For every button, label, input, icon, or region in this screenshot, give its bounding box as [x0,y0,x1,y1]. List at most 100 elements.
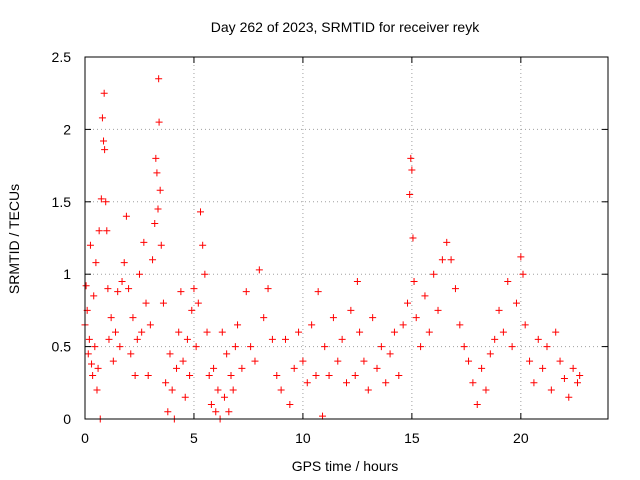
data-point [164,408,172,416]
data-point [152,154,160,162]
data-point [273,372,281,380]
data-point [131,372,139,380]
data-point [135,270,143,278]
data-point [290,364,298,372]
y-tick-label: 1.5 [52,194,72,210]
x-axis-label: GPS time / hours [292,458,399,474]
data-point [210,364,218,372]
data-point [465,357,473,365]
data-point [162,379,170,387]
data-point [109,357,117,365]
data-point [512,299,520,307]
data-point [576,372,584,380]
data-point [560,374,568,382]
data-point [214,386,222,394]
data-point [91,343,99,351]
data-point [504,277,512,285]
data-point [144,372,152,380]
data-point [103,227,111,235]
data-point [409,234,417,242]
data-point [364,386,372,394]
x-tick-label: 20 [513,430,529,446]
data-point [319,412,327,420]
data-point [192,343,200,351]
data-point [138,328,146,336]
data-point [281,335,289,343]
data-point [491,335,499,343]
data-point [155,118,163,126]
data-point [177,288,185,296]
data-point [395,372,403,380]
data-point [299,357,307,365]
data-point [251,357,259,365]
data-point [534,335,542,343]
data-point [149,256,157,264]
data-point [410,277,418,285]
data-point [238,364,246,372]
y-tick-label: 0.5 [52,339,72,355]
data-point [495,306,503,314]
data-point [89,372,97,380]
data-point [343,379,350,387]
data-point [223,350,231,358]
data-point [295,328,303,336]
data-point [508,343,516,351]
data-point [438,256,446,264]
data-point [386,350,394,358]
data-point [314,288,322,296]
data-point [229,386,237,394]
x-tick-label: 15 [404,430,420,446]
data-point [120,259,128,267]
data-point [186,372,194,380]
data-point [469,379,477,387]
data-point [478,364,486,372]
data-point [382,379,390,387]
data-point [412,314,420,322]
x-tick-label: 5 [190,430,198,446]
data-point [552,328,560,336]
y-tick-label: 1 [63,266,71,282]
data-point [220,393,228,401]
data-point [565,393,573,401]
data-point [517,253,525,261]
data-point [425,328,433,336]
data-point [526,357,534,365]
data-point [112,328,120,336]
data-point [227,372,235,380]
data-point [390,328,398,336]
data-point [133,335,141,343]
data-point [530,379,538,387]
data-point [351,372,359,380]
data-point [97,195,105,203]
data-point [329,314,337,322]
data-point [218,328,226,336]
data-point [434,306,442,314]
data-point [85,335,93,343]
y-tick-label: 2.5 [52,49,72,65]
data-point [451,285,459,293]
data-point [347,306,355,314]
data-point [153,169,161,177]
data-point [225,408,233,416]
data-point [321,343,329,351]
data-point [203,328,211,336]
data-point [116,343,124,351]
data-point [168,386,176,394]
data-point [338,335,346,343]
data-point [173,364,181,372]
data-point [325,372,333,380]
data-point [260,314,268,322]
data-point [521,321,529,329]
data-point [151,220,159,228]
data-point [268,335,276,343]
data-point [188,306,196,314]
data-point [118,277,126,285]
data-point [175,328,183,336]
data-point [399,321,407,329]
data-point [473,401,481,409]
data-point [125,285,133,293]
data-point [105,335,113,343]
x-tick-label: 10 [295,430,311,446]
data-point [556,357,564,365]
